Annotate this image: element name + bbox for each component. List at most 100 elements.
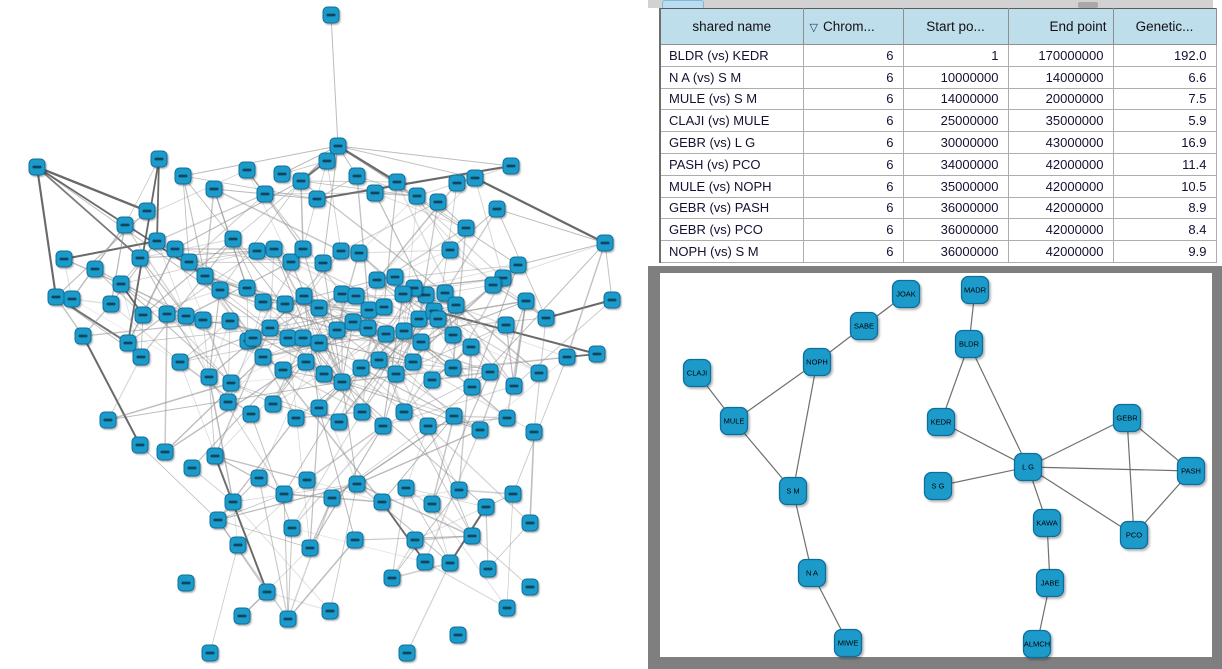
network-node[interactable] xyxy=(537,309,555,327)
network-node[interactable] xyxy=(200,368,218,386)
network-node[interactable] xyxy=(310,334,328,352)
network-node[interactable] xyxy=(332,242,350,260)
network-node[interactable] xyxy=(275,485,293,503)
network-node[interactable] xyxy=(436,284,454,302)
column-header-shared-name[interactable]: shared name xyxy=(660,8,804,45)
network-node[interactable] xyxy=(273,165,291,183)
network-node[interactable] xyxy=(248,242,266,260)
network-node[interactable] xyxy=(423,371,441,389)
network-node[interactable] xyxy=(256,185,274,203)
network-node[interactable] xyxy=(201,644,219,662)
network-node[interactable] xyxy=(310,399,328,417)
network-node[interactable] xyxy=(150,150,168,168)
network-node[interactable] xyxy=(410,310,428,328)
network-node[interactable] xyxy=(174,167,192,185)
network-node[interactable] xyxy=(315,365,333,383)
network-node[interactable] xyxy=(498,599,516,617)
network-node[interactable] xyxy=(250,469,268,487)
network-node[interactable] xyxy=(366,184,384,202)
network-node[interactable] xyxy=(47,288,65,306)
network-node[interactable] xyxy=(295,287,313,305)
filter-icon[interactable]: ▽ xyxy=(809,22,818,34)
network-node[interactable] xyxy=(377,325,395,343)
network-node[interactable] xyxy=(314,254,332,272)
network-node[interactable] xyxy=(148,232,166,250)
network-node[interactable] xyxy=(466,169,484,187)
network-node[interactable] xyxy=(517,292,535,310)
network-node[interactable] xyxy=(370,351,388,369)
subnetwork-node-mule[interactable]: MULE xyxy=(719,406,749,436)
network-node[interactable] xyxy=(274,361,292,379)
network-node[interactable] xyxy=(242,405,260,423)
subnetwork-node-madr[interactable]: MADR xyxy=(960,275,990,305)
network-node[interactable] xyxy=(322,6,340,24)
network-node[interactable] xyxy=(521,514,539,532)
subnetwork-node-bldr[interactable]: BLDR xyxy=(954,329,984,359)
network-node[interactable] xyxy=(346,531,364,549)
network-node[interactable] xyxy=(102,295,120,313)
network-node[interactable] xyxy=(404,353,422,371)
network-node[interactable] xyxy=(177,307,195,325)
network-node[interactable] xyxy=(481,363,499,381)
network-node[interactable] xyxy=(462,338,480,356)
network-node[interactable] xyxy=(350,244,368,262)
network-node[interactable] xyxy=(429,193,447,211)
network-node[interactable] xyxy=(323,489,341,507)
network-node[interactable] xyxy=(530,364,548,382)
network-node[interactable] xyxy=(254,348,272,366)
network-node[interactable] xyxy=(294,240,312,258)
network-node[interactable] xyxy=(194,311,212,329)
network-node[interactable] xyxy=(373,493,391,511)
network-node[interactable] xyxy=(419,417,437,435)
subnetwork-node-pco[interactable]: PCO xyxy=(1119,520,1149,550)
network-node[interactable] xyxy=(166,240,184,258)
network-node[interactable] xyxy=(408,187,426,205)
network-node[interactable] xyxy=(211,281,229,299)
table-row[interactable]: GEBR (vs) L G 6 30000000 43000000 16.9 xyxy=(660,131,1217,154)
main-network-panel[interactable] xyxy=(0,0,648,669)
network-node[interactable] xyxy=(359,319,377,337)
network-node[interactable] xyxy=(521,578,539,596)
subnetwork-node-s-m[interactable]: S M xyxy=(778,476,808,506)
network-node[interactable] xyxy=(395,322,413,340)
network-node[interactable] xyxy=(258,583,276,601)
network-node[interactable] xyxy=(63,290,81,308)
network-node[interactable] xyxy=(261,319,279,337)
network-node[interactable] xyxy=(238,279,256,297)
network-node[interactable] xyxy=(134,306,152,324)
network-node[interactable] xyxy=(224,230,242,248)
table-row[interactable]: PASH (vs) PCO 6 34000000 42000000 11.4 xyxy=(660,153,1217,176)
network-node[interactable] xyxy=(353,403,371,421)
network-node[interactable] xyxy=(138,202,156,220)
network-node[interactable] xyxy=(308,190,326,208)
network-node[interactable] xyxy=(441,554,459,572)
subnetwork-node-n-a[interactable]: N A xyxy=(797,558,827,588)
network-node[interactable] xyxy=(183,459,201,477)
network-node[interactable] xyxy=(233,607,251,625)
table-row[interactable]: CLAJI (vs) MULE 6 25000000 35000000 5.9 xyxy=(660,109,1217,133)
network-node[interactable] xyxy=(423,495,441,513)
column-header-chromosome[interactable]: ▽ Chrom... xyxy=(803,8,904,45)
network-node[interactable] xyxy=(471,421,489,439)
subnetwork-node-almch[interactable]: ALMCH xyxy=(1022,629,1052,659)
network-node[interactable] xyxy=(429,310,447,328)
network-node[interactable] xyxy=(321,602,339,620)
network-node[interactable] xyxy=(386,268,404,286)
network-node[interactable] xyxy=(238,161,256,179)
network-node[interactable] xyxy=(397,479,415,497)
column-header-genetic[interactable]: Genetic... xyxy=(1113,8,1217,45)
network-node[interactable] xyxy=(132,348,150,366)
network-node[interactable] xyxy=(412,333,430,351)
network-node[interactable] xyxy=(504,485,522,503)
subnetwork-node-noph[interactable]: NOPH xyxy=(802,347,832,377)
network-node[interactable] xyxy=(374,417,392,435)
network-node[interactable] xyxy=(603,291,621,309)
network-node[interactable] xyxy=(119,334,137,352)
network-node[interactable] xyxy=(86,260,104,278)
subnetwork-node-claji[interactable]: CLAJI xyxy=(682,358,712,388)
network-node[interactable] xyxy=(112,275,130,293)
network-node[interactable] xyxy=(360,301,378,319)
network-node[interactable] xyxy=(229,536,247,554)
subnetwork-node-kedr[interactable]: KEDR xyxy=(926,407,956,437)
subnetwork-node-miwe[interactable]: MIWE xyxy=(833,628,863,658)
